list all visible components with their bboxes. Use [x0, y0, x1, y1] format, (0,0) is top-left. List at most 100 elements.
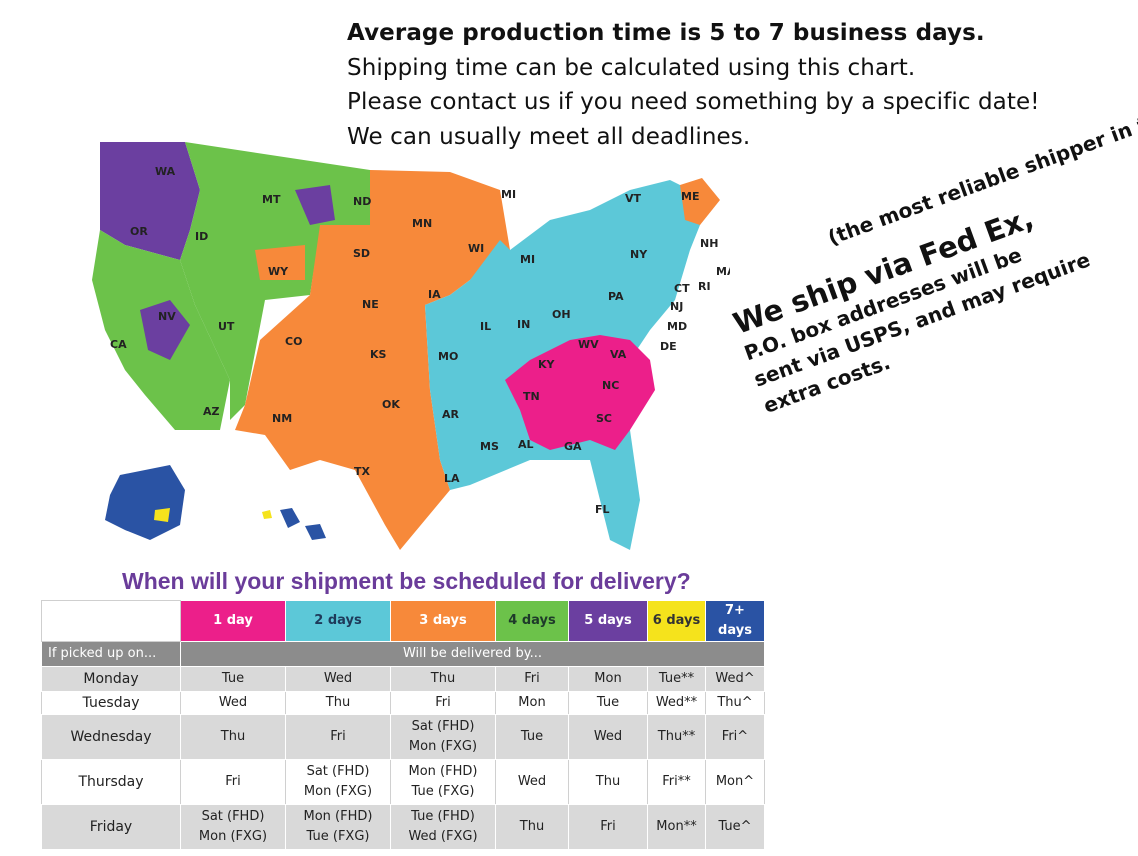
- delivery-cell: Mon: [568, 666, 648, 692]
- delivery-cell: Mon**: [647, 804, 706, 850]
- map-region-nv-patch: [140, 300, 190, 360]
- state-label-ks: KS: [370, 348, 387, 361]
- delivery-cell: Wed**: [647, 691, 706, 715]
- state-label-sd: SD: [353, 247, 370, 260]
- delivery-schedule-table: 1 day 2 days 3 days 4 days 5 days 6 days…: [41, 600, 765, 850]
- map-region-me: [680, 178, 720, 225]
- zone-header: 7+ days: [705, 600, 765, 642]
- state-label-de: DE: [660, 340, 677, 353]
- state-label-ky: KY: [538, 358, 556, 371]
- delivery-cell: Tue**: [647, 666, 706, 692]
- state-label-wy: WY: [268, 265, 289, 278]
- state-label-ct: CT: [674, 282, 690, 295]
- pickup-day: Wednesday: [41, 714, 181, 760]
- state-label-ia: IA: [428, 288, 441, 301]
- shipping-time-text: Shipping time can be calculated using th…: [347, 54, 916, 81]
- map-region-hi-patch: [262, 510, 272, 519]
- state-label-sc: SC: [596, 412, 612, 425]
- zone-header: 6 days: [647, 600, 706, 642]
- state-label-tx: TX: [354, 465, 371, 478]
- delivery-cell: Thu: [180, 714, 286, 760]
- zone-header-row: 1 day 2 days 3 days 4 days 5 days 6 days…: [41, 600, 765, 642]
- delivery-cell: Wed^: [705, 666, 765, 692]
- state-label-vt: VT: [625, 192, 642, 205]
- delivery-cell: Tue: [495, 714, 569, 760]
- zone-header: 1 day: [180, 600, 286, 642]
- state-label-mn: MN: [412, 217, 432, 230]
- delivery-cell: Fri^: [705, 714, 765, 760]
- intro-text: Average production time is 5 to 7 busine…: [347, 16, 1107, 154]
- table-row: Friday Sat (FHD) Mon (FXG) Mon (FHD) Tue…: [41, 804, 765, 850]
- state-label-ny: NY: [630, 248, 648, 261]
- state-label-il: IL: [480, 320, 491, 333]
- state-label-nc: NC: [602, 379, 619, 392]
- state-label-al: AL: [518, 438, 534, 451]
- delivery-cell: Fri: [390, 691, 496, 715]
- delivery-cell: Sat (FHD) Mon (FXG): [285, 759, 391, 805]
- delivery-cell: Fri: [495, 666, 569, 692]
- state-label-nh: NH: [700, 237, 718, 250]
- schedule-title: When will your shipment be scheduled for…: [122, 568, 691, 594]
- zone-header: 3 days: [390, 600, 496, 642]
- delivery-cell: Fri: [180, 759, 286, 805]
- state-label-pa: PA: [608, 290, 624, 303]
- deadlines-text: We can usually meet all deadlines.: [347, 123, 751, 150]
- state-label-ne: NE: [362, 298, 379, 311]
- delivery-cell: Wed: [495, 759, 569, 805]
- delivered-by-label: Will be delivered by...: [180, 641, 765, 667]
- map-region-central: [235, 170, 510, 550]
- picked-up-label: If picked up on...: [41, 641, 181, 667]
- zone-header: 4 days: [495, 600, 569, 642]
- delivery-cell: Tue: [568, 691, 648, 715]
- delivery-cell: Mon (FHD) Tue (FXG): [285, 804, 391, 850]
- pickup-day: Monday: [41, 666, 181, 692]
- delivery-cell: Thu: [495, 804, 569, 850]
- header-blank-cell: [41, 600, 181, 642]
- state-label-mt: MT: [262, 193, 281, 206]
- delivery-cell: Fri: [568, 804, 648, 850]
- pickup-day: Tuesday: [41, 691, 181, 715]
- state-label-az: AZ: [203, 405, 220, 418]
- map-region-wy-patch: [255, 245, 305, 280]
- map-region-mt-patch: [295, 185, 335, 225]
- state-label-ma: MA: [716, 265, 730, 278]
- state-label-nj: NJ: [670, 300, 683, 313]
- state-label-mi-upper: MI: [501, 188, 516, 201]
- production-time-heading: Average production time is 5 to 7 busine…: [347, 20, 985, 46]
- state-label-la: LA: [444, 472, 460, 485]
- pickup-day: Thursday: [41, 759, 181, 805]
- state-label-me: ME: [681, 190, 699, 203]
- table-row: Thursday Fri Sat (FHD) Mon (FXG) Mon (FH…: [41, 759, 765, 805]
- delivery-cell: Sat (FHD) Mon (FXG): [180, 804, 286, 850]
- delivery-cell: Thu^: [705, 691, 765, 715]
- state-label-mo: MO: [438, 350, 458, 363]
- state-label-ok: OK: [382, 398, 400, 411]
- delivery-cell: Fri: [285, 714, 391, 760]
- table-row: Monday Tue Wed Thu Fri Mon Tue** Wed^: [41, 666, 765, 692]
- zone-header: 5 days: [568, 600, 648, 642]
- delivery-cell: Thu: [568, 759, 648, 805]
- delivery-cell: Mon^: [705, 759, 765, 805]
- delivery-cell: Mon: [495, 691, 569, 715]
- state-label-or: OR: [130, 225, 148, 238]
- map-region-hi: [280, 508, 326, 540]
- state-label-ut: UT: [218, 320, 235, 333]
- state-label-oh: OH: [552, 308, 571, 321]
- delivery-cell: Fri**: [647, 759, 706, 805]
- zone-header: 2 days: [285, 600, 391, 642]
- state-label-ar: AR: [442, 408, 460, 421]
- delivery-cell: Tue: [180, 666, 286, 692]
- state-label-mi: MI: [520, 253, 535, 266]
- state-label-nd: ND: [353, 195, 371, 208]
- table-row: Tuesday Wed Thu Fri Mon Tue Wed** Thu^: [41, 691, 765, 715]
- state-label-nm: NM: [272, 412, 292, 425]
- delivery-cell: Thu**: [647, 714, 706, 760]
- state-label-in: IN: [517, 318, 530, 331]
- delivery-cell: Sat (FHD) Mon (FXG): [390, 714, 496, 760]
- shipping-zone-map: WA OR CA ID NV MT WY UT AZ CO NM ND SD N…: [92, 142, 730, 550]
- state-label-ms: MS: [480, 440, 499, 453]
- delivery-cell: Thu: [390, 666, 496, 692]
- state-label-wa: WA: [155, 165, 176, 178]
- state-label-va: VA: [610, 348, 627, 361]
- state-label-md: MD: [667, 320, 687, 333]
